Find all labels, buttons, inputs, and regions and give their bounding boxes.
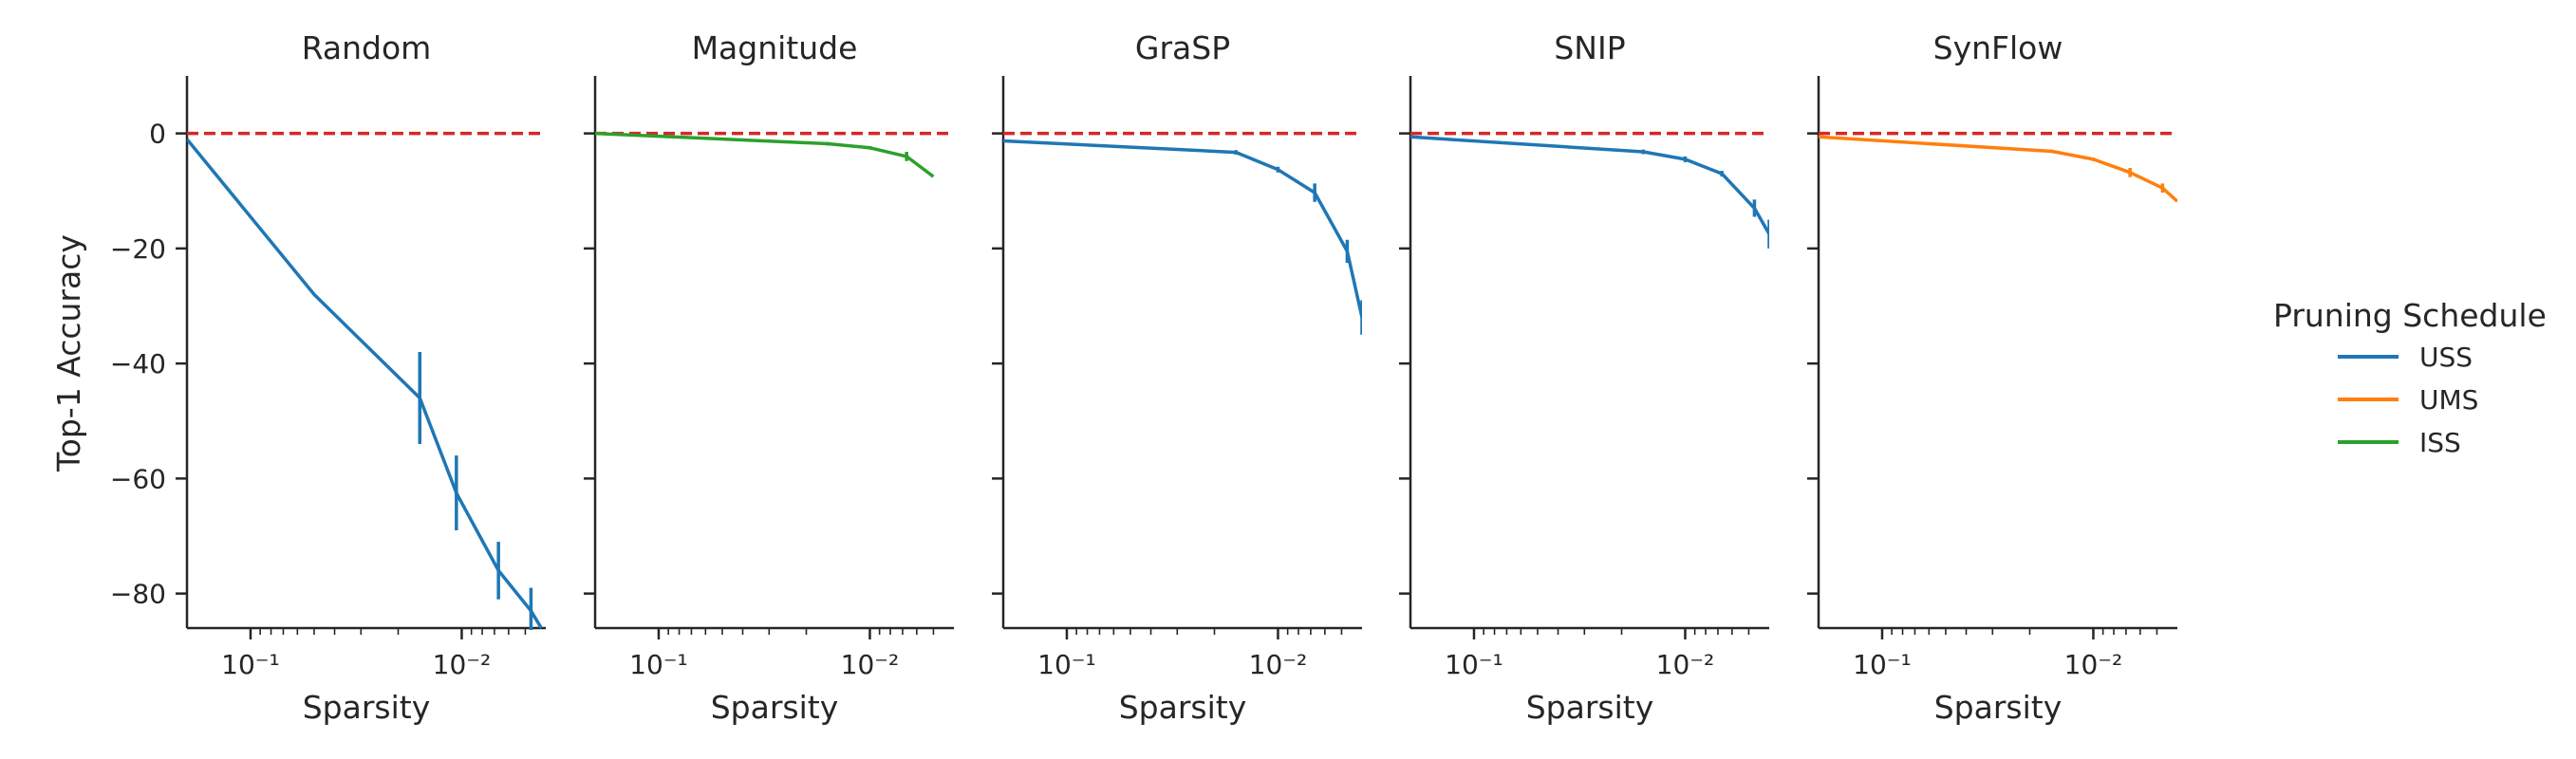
x-axis-label: Sparsity (711, 689, 839, 726)
plot-area (1410, 135, 1769, 249)
x-tick-label: 10⁻¹ (1445, 649, 1503, 680)
panel-title: SynFlow (1933, 29, 2063, 66)
x-tick-label: 10⁻¹ (1853, 649, 1912, 680)
panel-title: GraSP (1135, 29, 1230, 66)
y-tick-label: −60 (110, 463, 166, 494)
x-axis-label: Sparsity (1526, 689, 1654, 726)
panel-title: SNIP (1554, 29, 1625, 66)
plot-area (187, 138, 543, 630)
x-tick-label: 10⁻¹ (629, 649, 688, 680)
legend-label-ums: UMS (2419, 384, 2478, 416)
y-tick-label: −80 (110, 579, 166, 610)
x-tick-label: 10⁻¹ (1037, 649, 1096, 680)
plot-area (595, 131, 935, 178)
x-tick-label: 10⁻² (2064, 649, 2123, 680)
panel-title: Magnitude (692, 29, 858, 66)
plot-area (1819, 135, 2177, 203)
y-tick-label: −40 (110, 348, 166, 380)
series-line-iss (595, 131, 935, 178)
x-tick-label: 10⁻² (841, 649, 900, 680)
x-tick-label: 10⁻² (433, 649, 492, 680)
x-tick-label: 10⁻¹ (221, 649, 280, 680)
x-axis-label: Sparsity (1934, 689, 2063, 726)
series-line-ums (1819, 135, 2177, 203)
y-tick-label: −20 (110, 233, 166, 265)
legend-label-uss: USS (2419, 342, 2473, 373)
legend-label-iss: ISS (2419, 427, 2461, 458)
x-axis-label: Sparsity (1119, 689, 1247, 726)
x-tick-label: 10⁻² (1656, 649, 1715, 680)
plot-area (1003, 139, 1362, 335)
y-tick-label: 0 (149, 119, 166, 150)
series-line-uss (1410, 135, 1769, 235)
series-line-uss (187, 138, 543, 629)
legend: Pruning Schedule USS UMS ISS (2273, 297, 2547, 458)
x-axis-label: Sparsity (303, 689, 431, 726)
panel-title: Random (302, 29, 432, 66)
x-tick-label: 10⁻² (1249, 649, 1308, 680)
series-line-uss (1003, 139, 1362, 318)
y-axis-label: Top-1 Accuracy (50, 234, 87, 472)
legend-title: Pruning Schedule (2273, 297, 2547, 334)
